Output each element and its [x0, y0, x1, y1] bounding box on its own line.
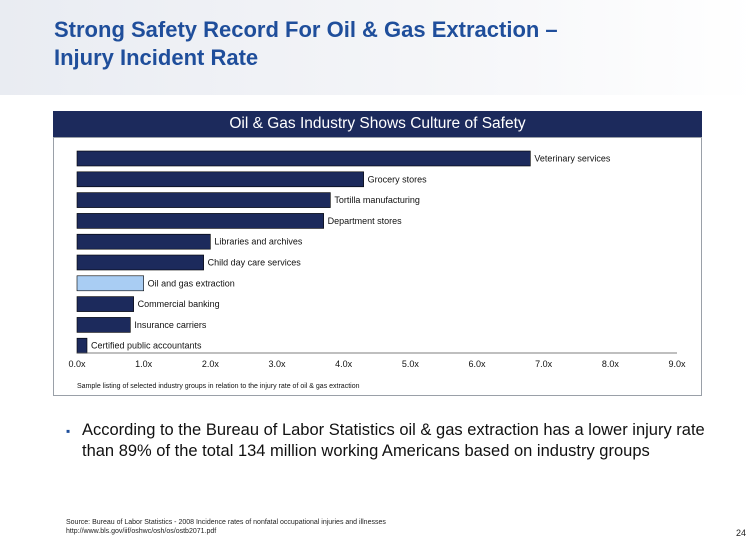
- bar: [76, 213, 324, 229]
- bar-label: Libraries and archives: [214, 237, 303, 247]
- bar-label: Commercial banking: [138, 299, 220, 309]
- x-tick-label: 0.0x: [68, 359, 86, 369]
- source-note: Source: Bureau of Labor Statistics - 200…: [66, 518, 666, 536]
- bar-label: Insurance carriers: [134, 320, 207, 330]
- bar: [76, 254, 204, 271]
- title-line-2: Injury Incident Rate: [54, 45, 259, 70]
- x-tick-label: 3.0x: [268, 359, 286, 369]
- title-line-1: Strong Safety Record For Oil & Gas Extra…: [54, 17, 558, 42]
- bar: [76, 171, 364, 188]
- source-line-2: http://www.bls.gov/iif/oshwc/osh/os/ostb…: [66, 528, 217, 535]
- bar-label: Grocery stores: [368, 174, 428, 184]
- chart-footnote: Sample listing of selected industry grou…: [77, 383, 360, 390]
- bar-label: Department stores: [328, 216, 403, 226]
- x-tick-label: 1.0x: [135, 359, 153, 369]
- slide-title: Strong Safety Record For Oil & Gas Extra…: [54, 16, 734, 72]
- bar-label: Oil and gas extraction: [148, 278, 235, 288]
- bar-label: Veterinary services: [534, 154, 611, 164]
- x-tick-label: 8.0x: [602, 359, 620, 369]
- x-tick-label: 5.0x: [402, 359, 420, 369]
- bullet-text: According to the Bureau of Labor Statist…: [82, 421, 705, 460]
- bar: [76, 192, 331, 208]
- bar-label: Certified public accountants: [91, 341, 202, 351]
- source-line-1: Source: Bureau of Labor Statistics - 200…: [66, 519, 386, 526]
- bar: [76, 150, 531, 167]
- bar-label: Child day care services: [208, 258, 302, 268]
- x-tick-label: 4.0x: [335, 359, 353, 369]
- chart-banner: Oil & Gas Industry Shows Culture of Safe…: [53, 111, 702, 137]
- bar: [76, 275, 144, 292]
- bar-label: Tortilla manufacturing: [334, 195, 420, 205]
- bullet-marker: ▪: [66, 424, 71, 438]
- bar: [76, 233, 211, 250]
- page-number: 24: [735, 528, 746, 538]
- bar: [76, 337, 88, 354]
- x-tick-label: 6.0x: [468, 359, 486, 369]
- bar: [76, 296, 134, 312]
- bar-chart: Veterinary services Grocery stores Tortill…: [68, 150, 686, 390]
- header-band: [0, 0, 756, 95]
- bar: [76, 317, 131, 333]
- x-tick-label: 7.0x: [535, 359, 553, 369]
- x-tick-label: 9.0x: [668, 359, 686, 369]
- x-tick-label: 2.0x: [202, 359, 220, 369]
